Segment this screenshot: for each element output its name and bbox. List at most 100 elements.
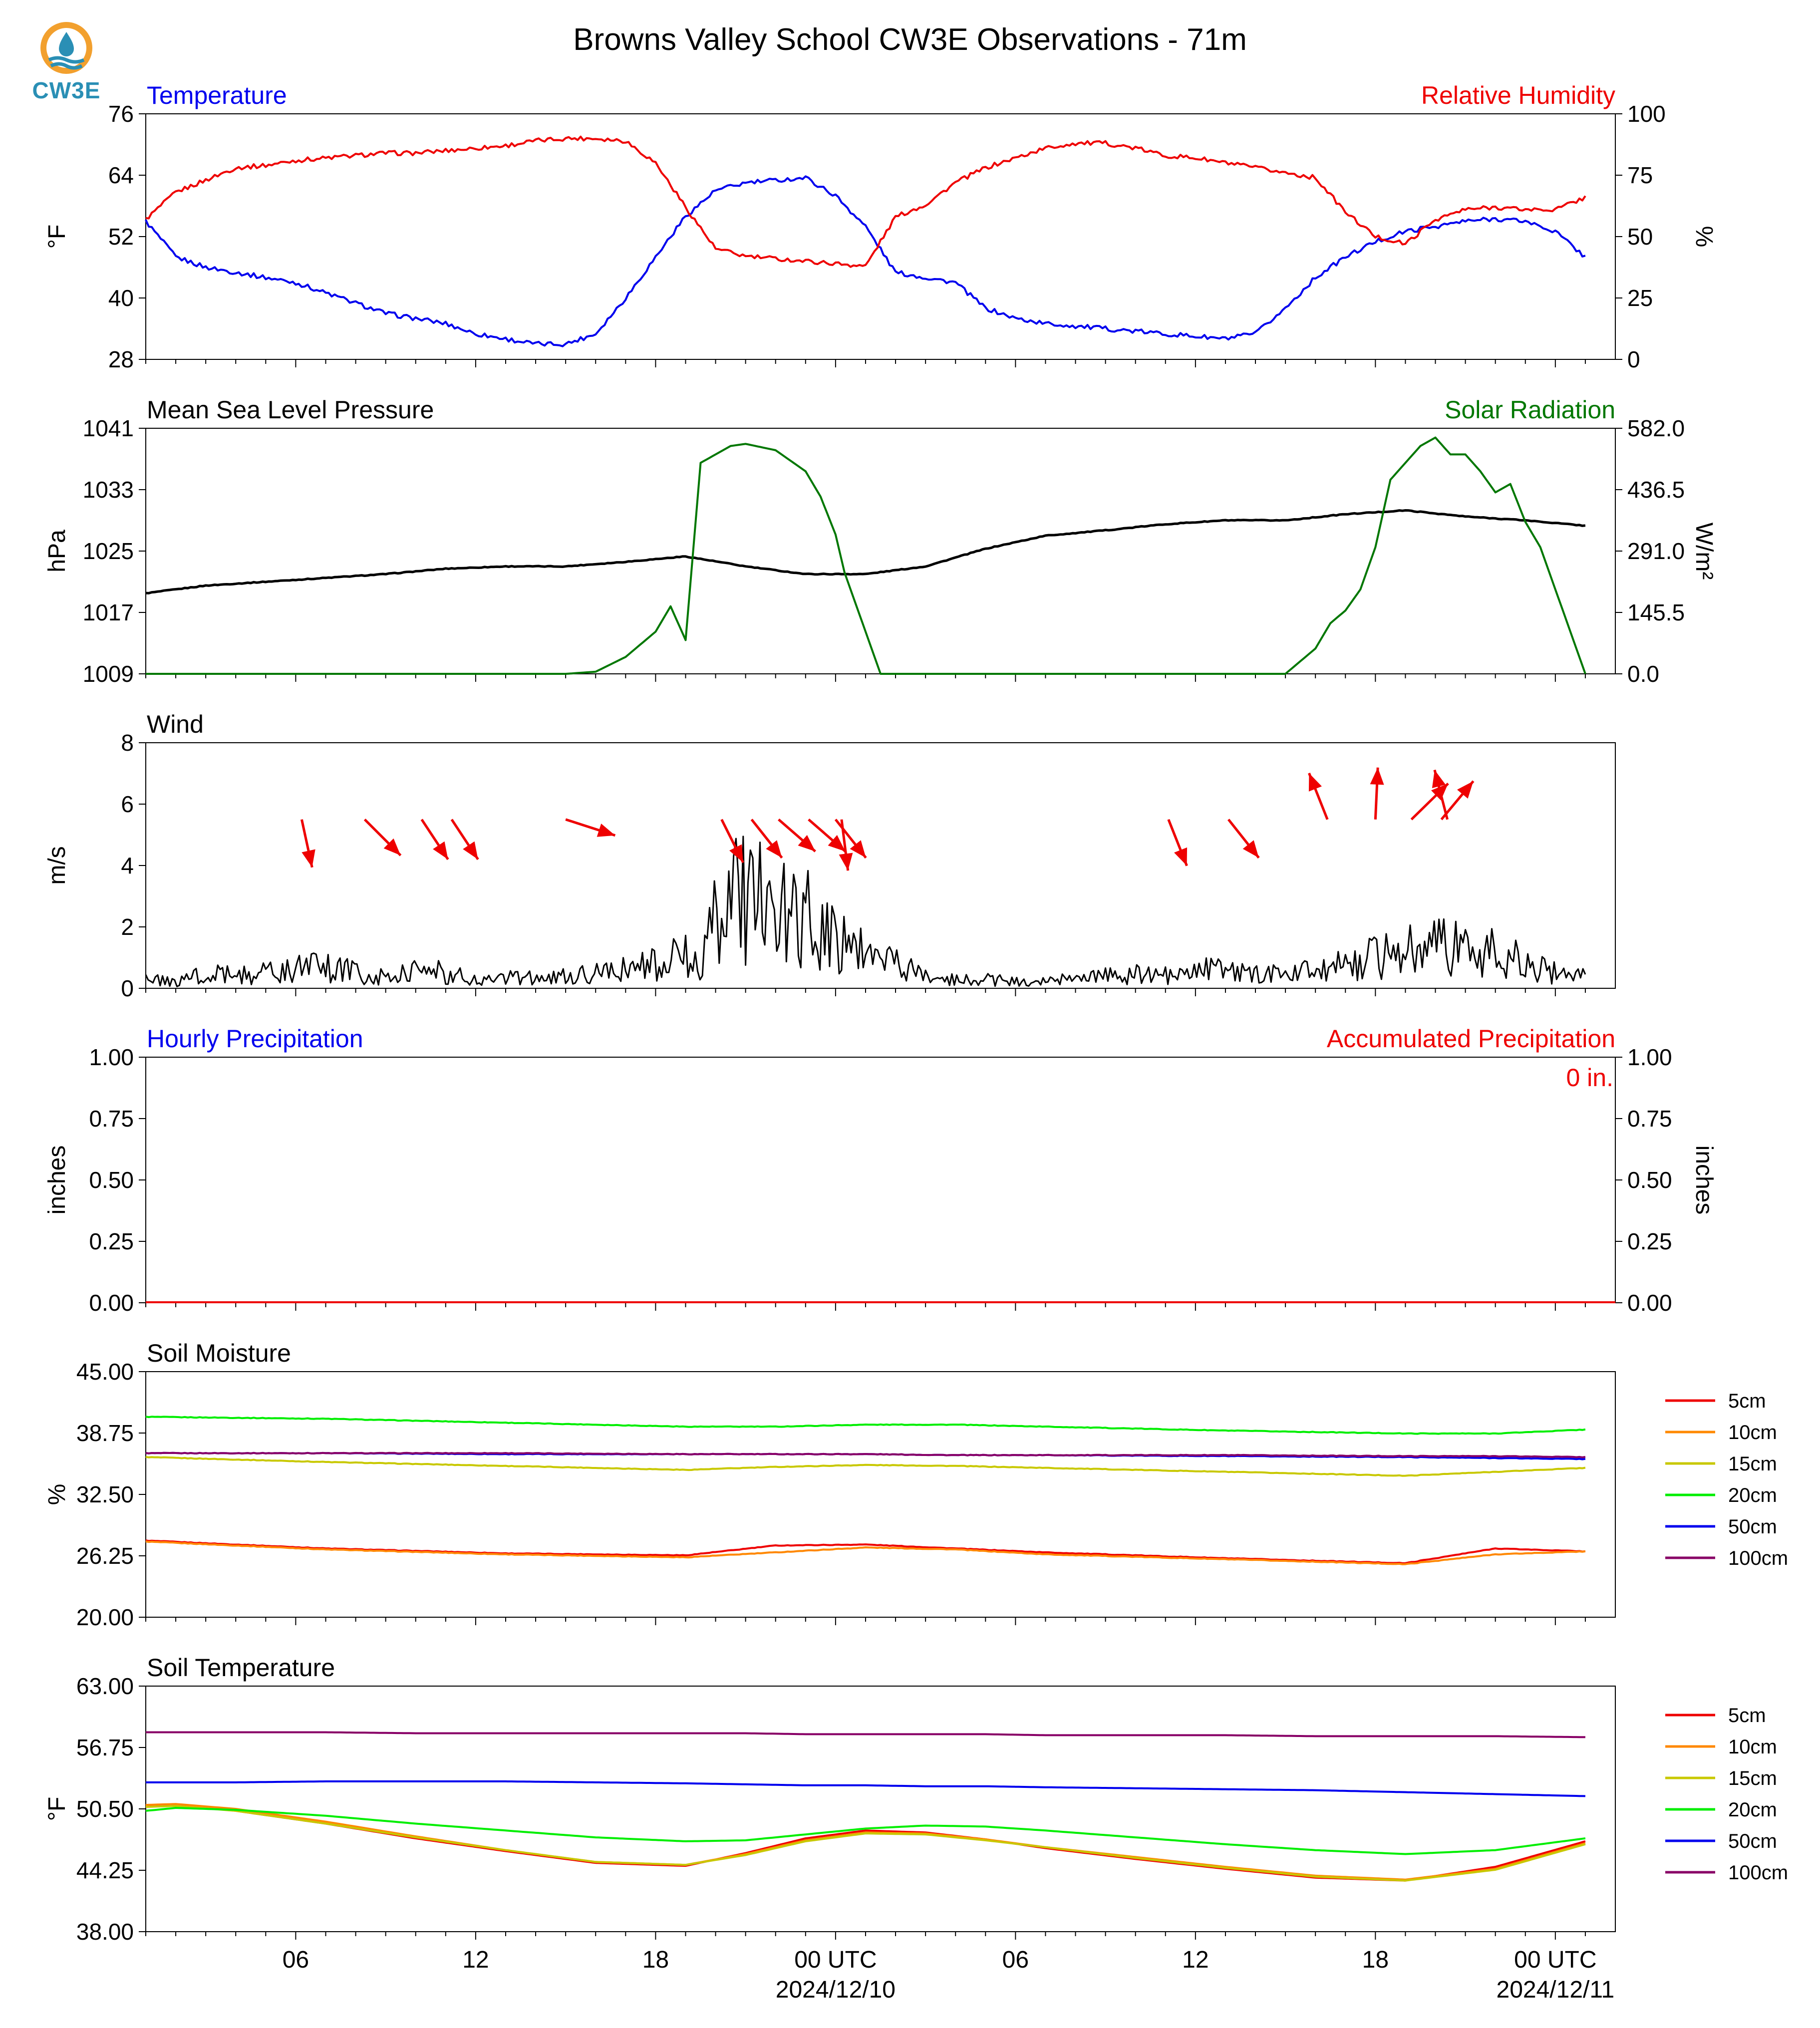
y-axis-label-right: inches — [1691, 1146, 1717, 1215]
legend-label-20cm: 20cm — [1728, 1484, 1777, 1506]
y-axis-label-left: % — [44, 1484, 70, 1505]
series-50cm — [146, 1780, 1585, 1797]
panel-title-left: Soil Temperature — [147, 1654, 335, 1682]
y-tick-label: 44.25 — [76, 1857, 134, 1883]
y-tick-label-right: 0.00 — [1627, 1290, 1672, 1316]
wind-arrow-head — [1457, 781, 1474, 799]
wind-arrow-head — [1308, 773, 1322, 792]
y-tick-label-right: 291.0 — [1627, 538, 1685, 564]
legend-label-50cm: 50cm — [1728, 1830, 1777, 1852]
y-tick-label: 8 — [121, 730, 134, 756]
y-tick-label: 1025 — [83, 538, 134, 564]
y-tick-label: 64 — [108, 162, 134, 188]
wind-arrow-head — [383, 838, 401, 856]
y-tick-label: 28 — [108, 346, 134, 372]
y-axis-label-left: hPa — [44, 530, 70, 573]
wind-arrow-head — [302, 849, 315, 868]
series-wind — [145, 836, 1586, 987]
x-tick-label: 12 — [462, 1947, 489, 1973]
series-5cm — [145, 1539, 1586, 1564]
y-tick-label-right: 0.75 — [1627, 1106, 1672, 1132]
y-tick-label-right: 0.0 — [1627, 661, 1659, 687]
cw3e-logo-icon — [40, 22, 92, 74]
wind-arrow-head — [828, 835, 846, 852]
legend-label-5cm: 5cm — [1728, 1390, 1766, 1412]
legend-label-100cm: 100cm — [1728, 1862, 1788, 1884]
panel-soil-moisture: Soil Moisture% 45.00 38.75 32.50 26.25 20.00 5… — [44, 1339, 1788, 1630]
x-tick-label: 00 UTC — [1514, 1947, 1596, 1973]
series-pressure — [145, 509, 1586, 594]
y-tick-label: 2 — [121, 914, 134, 940]
series-5cm — [145, 1804, 1586, 1882]
y-tick-label-right: 75 — [1627, 162, 1653, 188]
y-tick-label: 63.00 — [76, 1673, 134, 1699]
panel-title-right: Solar Radiation — [1445, 396, 1615, 424]
y-tick-label: 45.00 — [76, 1359, 134, 1385]
legend-label-10cm: 10cm — [1728, 1422, 1777, 1444]
x-tick-label: 00 UTC — [794, 1947, 877, 1973]
series-10cm — [145, 1540, 1586, 1565]
y-tick-label: 20.00 — [76, 1604, 134, 1630]
logo-text: CW3E — [32, 77, 101, 103]
panel-title-left: Temperature — [147, 81, 287, 109]
y-axis-label-left: inches — [44, 1146, 70, 1215]
y-tick-label: 1033 — [83, 477, 134, 503]
panel-temperature-humidity: Temperature Relative Humidity °F % 76 64 52 40 2… — [44, 81, 1717, 372]
y-tick-label: 56.75 — [76, 1735, 134, 1760]
y-tick-label-right: 25 — [1627, 285, 1653, 311]
wind-arrow-head — [433, 841, 448, 860]
panel-pressure-solar: Mean Sea Level Pressure Solar Radiation hP… — [44, 396, 1717, 687]
series-humidity — [145, 135, 1586, 268]
y-tick-label-right: 0.25 — [1627, 1228, 1672, 1254]
y-tick-label-right: 0 — [1627, 346, 1640, 372]
plot-frame — [145, 1057, 1616, 1303]
plot-frame — [145, 428, 1616, 674]
y-axis-label-left: °F — [44, 1797, 70, 1821]
panel-title-left: Soil Moisture — [147, 1339, 291, 1367]
series-20cm — [145, 1807, 1586, 1855]
panel-wind: Wind m/s 8 6 4 2 0 — [44, 710, 1616, 1001]
y-tick-label: 52 — [108, 224, 134, 250]
series-100cm — [145, 1451, 1586, 1458]
panel-title-left: Wind — [147, 710, 204, 738]
wind-arrow-head — [850, 840, 866, 858]
y-tick-label-right: 582.0 — [1627, 415, 1685, 441]
y-tick-label: 0.75 — [89, 1106, 134, 1132]
panel-title-right: Relative Humidity — [1421, 81, 1615, 109]
y-tick-label-right: 436.5 — [1627, 477, 1685, 503]
wind-arrow-head — [839, 853, 853, 871]
series-20cm — [145, 1416, 1586, 1435]
y-tick-label: 0.00 — [89, 1290, 134, 1316]
series-15cm — [145, 1455, 1586, 1477]
cw3e-logo: CW3E — [29, 18, 104, 103]
y-axis-label-right: W/m² — [1691, 523, 1717, 580]
y-tick-label: 26.25 — [76, 1543, 134, 1569]
x-tick-label: 18 — [642, 1947, 669, 1973]
wind-arrow-head — [597, 823, 615, 837]
y-axis-label-left: m/s — [44, 846, 70, 884]
x-tick-label: 12 — [1182, 1947, 1209, 1973]
wind-arrow-head — [463, 841, 478, 860]
panel-title-right: Accumulated Precipitation — [1327, 1025, 1615, 1053]
y-tick-label: 50.50 — [76, 1796, 134, 1822]
plot-frame — [145, 1686, 1616, 1932]
y-tick-label: 76 — [108, 101, 134, 127]
wind-arrow-head — [766, 840, 782, 858]
plot-frame — [145, 1371, 1616, 1618]
y-tick-label: 38.00 — [76, 1919, 134, 1945]
x-tick-label: 18 — [1362, 1947, 1389, 1973]
y-axis-label-left: °F — [44, 225, 70, 249]
x-tick-label: 06 — [1002, 1947, 1029, 1973]
legend-label-5cm: 5cm — [1728, 1705, 1766, 1727]
series-temperature — [145, 175, 1586, 347]
y-tick-label: 32.50 — [76, 1481, 134, 1507]
series-solar — [146, 436, 1586, 675]
legend-label-50cm: 50cm — [1728, 1516, 1777, 1538]
x-tick-label: 06 — [283, 1947, 309, 1973]
y-tick-label: 1017 — [83, 599, 134, 625]
legend-label-20cm: 20cm — [1728, 1799, 1777, 1821]
series-15cm — [145, 1805, 1586, 1882]
y-tick-label: 0.50 — [89, 1167, 134, 1193]
y-tick-label: 0 — [121, 975, 134, 1001]
series-10cm — [145, 1803, 1586, 1881]
